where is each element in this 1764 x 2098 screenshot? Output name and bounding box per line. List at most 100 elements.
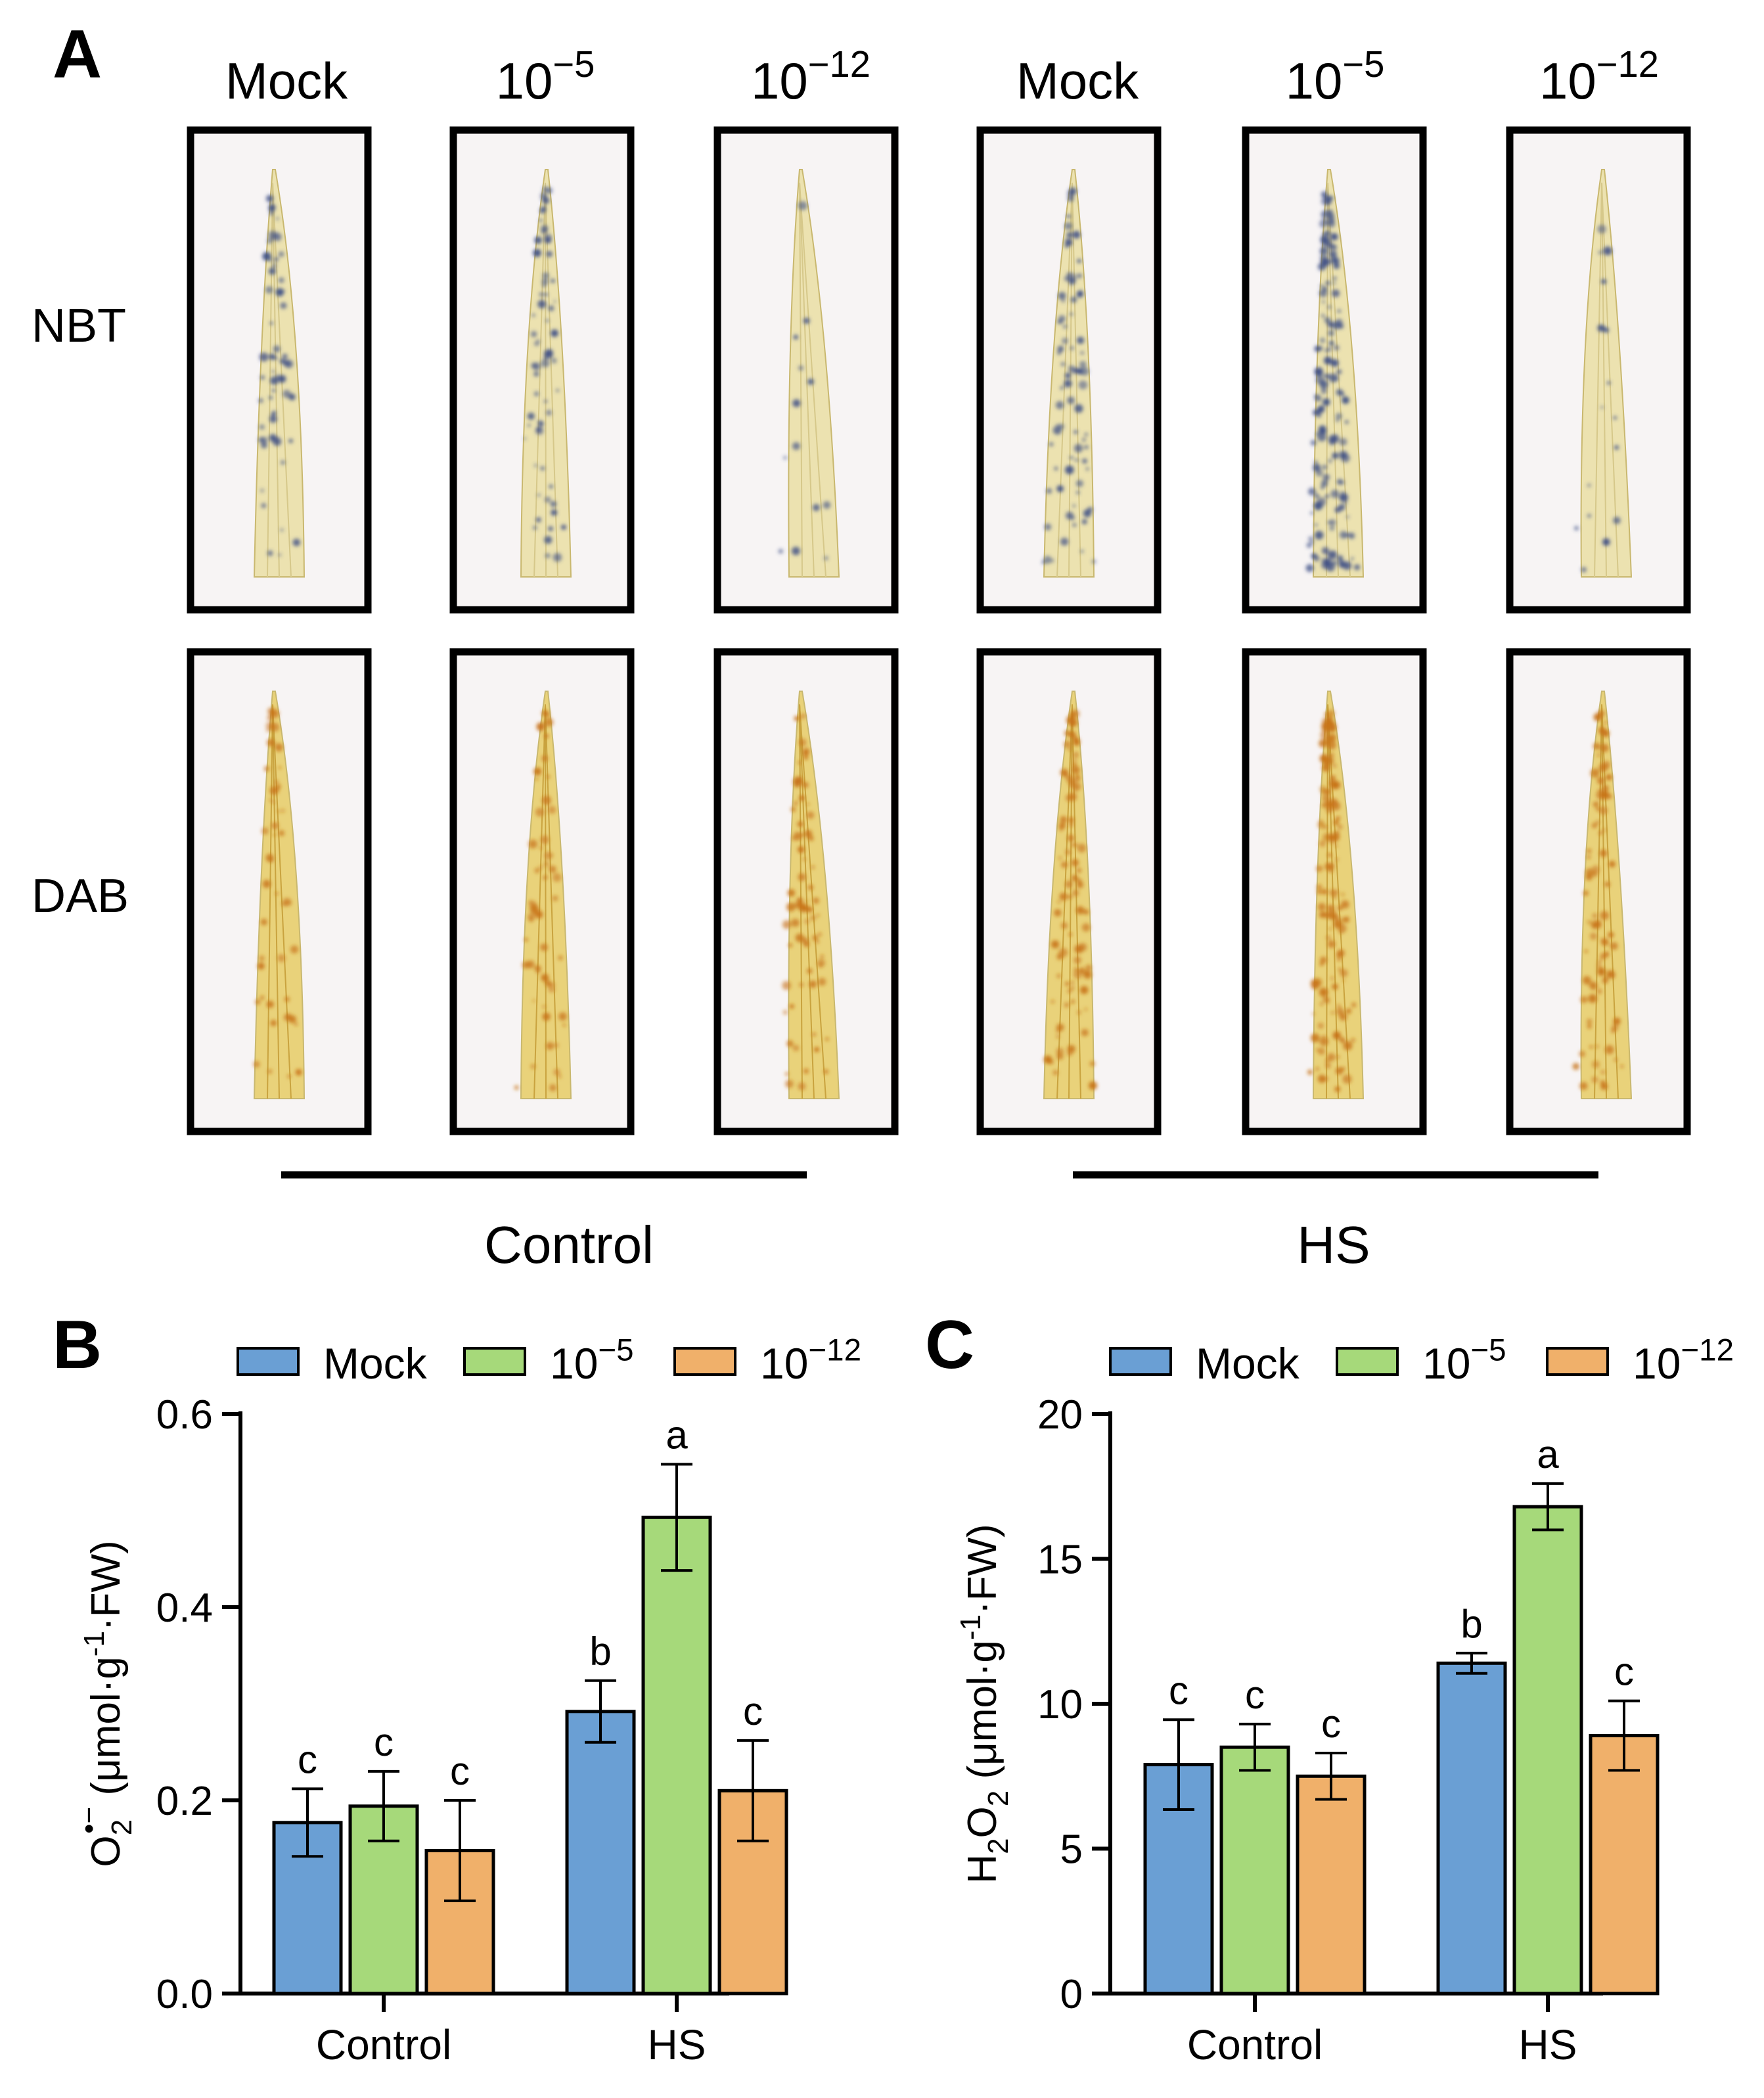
y-tick-label: 20 — [1037, 1392, 1083, 1438]
stain-spot — [1342, 491, 1345, 494]
stain-spot — [1319, 254, 1328, 263]
stain-spot — [1046, 488, 1052, 494]
stain-spot — [1084, 432, 1088, 436]
stain-spot — [1592, 913, 1598, 919]
stain-spot — [1332, 560, 1338, 566]
stain-spot — [1607, 381, 1611, 385]
stain-spot — [810, 915, 816, 921]
stain-spot — [1346, 1008, 1351, 1014]
stain-spot — [545, 980, 552, 987]
stain-spot — [1337, 1004, 1341, 1008]
stain-spot — [1074, 783, 1081, 790]
stain-spot — [1070, 844, 1074, 847]
stain-spot — [1320, 731, 1328, 739]
legend-label-2-base: 10 — [550, 1339, 598, 1388]
stain-spot — [1319, 840, 1326, 847]
stain-spot — [545, 319, 549, 323]
stain-spot — [1327, 741, 1336, 750]
stain-spot — [1056, 1034, 1060, 1039]
stain-spot — [1068, 894, 1072, 900]
stain-spot — [281, 809, 285, 813]
stain-spot — [792, 547, 800, 555]
stain-spot — [265, 854, 274, 862]
stain-spot — [1619, 1064, 1624, 1068]
stain-spot — [556, 388, 560, 392]
stain-spot — [1059, 892, 1068, 901]
stain-spot — [1325, 801, 1334, 809]
stain-spot — [544, 536, 553, 544]
stain-spot — [546, 1042, 554, 1050]
stain-spot — [1602, 538, 1610, 546]
stain-spot — [278, 765, 282, 769]
stain-spot — [1075, 906, 1085, 915]
stain-spot — [545, 187, 553, 194]
stain-spot — [535, 777, 539, 781]
y-axis-label: H2O2 (μmol·g-1·FW) — [955, 1524, 1014, 1883]
stain-spot — [1591, 871, 1598, 877]
stain-spot — [261, 827, 269, 835]
significance-letter: a — [1537, 1432, 1559, 1476]
stain-spot — [1073, 842, 1077, 847]
stain-spot — [823, 1069, 828, 1074]
stain-spot — [534, 236, 542, 244]
stain-spot — [534, 464, 537, 467]
stain-spot — [1316, 884, 1323, 890]
stain-spot — [1323, 398, 1330, 406]
column-header-2: 10−5 — [496, 43, 595, 110]
stain-spot — [1075, 480, 1083, 488]
stain-spot — [1307, 1069, 1313, 1075]
stain-spot — [1587, 848, 1592, 854]
stain-spot — [1342, 561, 1351, 570]
stain-spot — [1081, 438, 1087, 442]
stain-spot — [537, 421, 544, 427]
stain-spot — [1332, 1031, 1341, 1040]
stain-spot — [272, 832, 276, 837]
stain-spot — [1319, 785, 1326, 792]
stain-spot — [1077, 843, 1087, 853]
stain-spot — [1328, 340, 1334, 346]
nbt-stain — [258, 194, 301, 557]
significance-letter: c — [298, 1737, 317, 1781]
y-label-exp: -1 — [955, 1614, 987, 1640]
stain-spot — [1327, 723, 1337, 733]
stain-spot — [543, 861, 550, 867]
stain-spot — [1076, 491, 1080, 495]
y-label-part: O — [83, 1835, 129, 1867]
stain-spot — [1335, 1067, 1344, 1075]
stain-spot — [267, 739, 275, 747]
stain-spot — [1074, 444, 1083, 453]
stain-spot — [295, 1068, 302, 1076]
stain-spot — [811, 865, 815, 869]
stain-spot — [1328, 246, 1332, 250]
stain-spot — [540, 225, 549, 233]
stain-spot — [551, 509, 558, 516]
stain-spot — [533, 391, 539, 397]
stain-spot — [1064, 222, 1073, 231]
stain-spot — [539, 208, 546, 214]
stain-spot — [270, 376, 279, 385]
column-header-6-exponent: −12 — [1596, 43, 1659, 85]
stain-spot — [288, 438, 293, 444]
stain-spot — [544, 733, 549, 739]
significance-letter: c — [374, 1720, 394, 1764]
stain-spot — [539, 865, 543, 869]
stain-spot — [541, 278, 549, 285]
stain-spot — [807, 884, 814, 890]
stain-spot — [548, 526, 553, 532]
stain-spot — [1336, 388, 1344, 396]
column-header-1: Mock — [225, 52, 348, 110]
stain-spot — [1317, 903, 1326, 911]
y-label-part: (μmol·g — [960, 1640, 1005, 1790]
stain-spot — [1089, 1060, 1095, 1067]
stain-spot — [1325, 719, 1329, 723]
y-label-sup: •− — [73, 1807, 105, 1834]
stain-spot — [1601, 279, 1607, 285]
stain-spot — [260, 995, 265, 1000]
stain-spot — [270, 709, 280, 718]
leaf-vein — [1594, 182, 1602, 578]
stain-spot — [1326, 718, 1334, 725]
stain-spot — [284, 359, 294, 369]
stain-spot — [268, 267, 276, 275]
leaf-vein — [1072, 182, 1081, 578]
stain-spot — [1072, 889, 1079, 897]
